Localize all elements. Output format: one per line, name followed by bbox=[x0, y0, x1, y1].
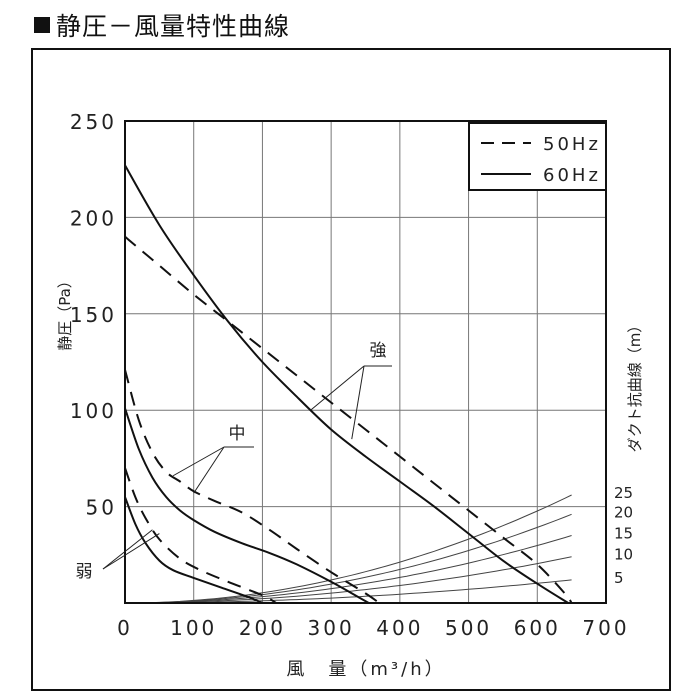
axes: 0 100 200 300 400 500 600 700 50 100 150 200 250 風 量（… bbox=[56, 110, 644, 680]
x-tick-label: 500 bbox=[445, 616, 492, 640]
duct-curve-label: 25 bbox=[614, 484, 633, 502]
annotation-pointer bbox=[351, 365, 365, 440]
annotation-pointer bbox=[102, 533, 160, 570]
annotation-label: 強 bbox=[370, 341, 387, 361]
series-line-60hz bbox=[124, 407, 370, 604]
y-tick-label: 250 bbox=[70, 110, 117, 134]
annotation-pointer bbox=[102, 529, 153, 570]
annotation-label: 弱 bbox=[76, 562, 93, 582]
title-bullet-icon bbox=[34, 17, 50, 33]
x-tick-label: 300 bbox=[308, 616, 355, 640]
annotation-pointer bbox=[172, 446, 225, 477]
annotation-pointer bbox=[310, 365, 365, 411]
duct-curve-label: 10 bbox=[614, 546, 633, 564]
series-line-50hz bbox=[124, 235, 573, 604]
x-tick-label: 0 bbox=[117, 616, 133, 640]
duct-axis-label: ダクト抗曲線（m） bbox=[626, 318, 644, 453]
legend-box bbox=[468, 122, 607, 191]
duct-curve-label: 5 bbox=[614, 569, 624, 587]
legend: 50Hz 60Hz bbox=[468, 122, 607, 191]
grid bbox=[124, 120, 607, 604]
duct-curve bbox=[125, 556, 572, 604]
x-tick-label: 100 bbox=[170, 616, 217, 640]
x-tick-label: 700 bbox=[582, 616, 629, 640]
x-tick-label: 600 bbox=[514, 616, 561, 640]
legend-label: 50Hz bbox=[543, 134, 601, 155]
y-tick-label: 100 bbox=[70, 399, 117, 423]
x-tick-label: 400 bbox=[376, 616, 423, 640]
y-tick-label: 150 bbox=[70, 303, 117, 327]
y-axis-label: 静圧（Pa） bbox=[56, 273, 74, 351]
chart-frame bbox=[31, 48, 671, 691]
chart-title: 静圧－風量特性曲線 bbox=[34, 8, 290, 42]
plot-area-border bbox=[124, 120, 607, 604]
x-axis-label: 風 量（m³/h） bbox=[286, 659, 445, 680]
y-tick-label: 200 bbox=[70, 206, 117, 230]
x-tick-label: 200 bbox=[239, 616, 286, 640]
duct-curve bbox=[125, 513, 572, 604]
duct-curve-label: 15 bbox=[614, 525, 633, 543]
series-line-60hz bbox=[124, 164, 569, 604]
annotation-pointer bbox=[193, 446, 225, 494]
annotations: 強中弱 bbox=[76, 341, 392, 582]
annotation-label: 中 bbox=[229, 424, 246, 444]
legend-label: 60Hz bbox=[543, 165, 601, 186]
y-tick-label: 50 bbox=[86, 496, 117, 520]
series-line-60hz bbox=[124, 496, 263, 604]
series-line-50hz bbox=[124, 467, 277, 604]
duct-curve bbox=[125, 494, 572, 604]
title-text: 静圧－風量特性曲線 bbox=[56, 12, 291, 41]
series-lines bbox=[124, 164, 573, 604]
duct-curve-label: 20 bbox=[614, 503, 633, 521]
series-line-50hz bbox=[124, 369, 380, 604]
